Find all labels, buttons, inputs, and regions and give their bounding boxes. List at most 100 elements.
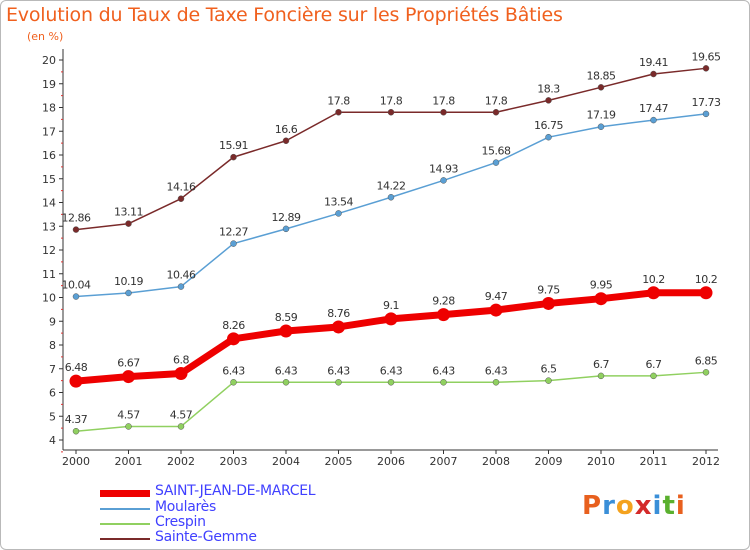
data-point [125,220,132,227]
x-tick-label: 2001 [115,455,143,468]
chart-subtitle: (en %) [27,30,64,43]
data-point [542,296,555,310]
data-label: 18.3 [537,82,560,95]
data-point [384,312,398,326]
data-label: 9.95 [590,279,613,292]
logo-letter: i [675,491,686,521]
data-point [282,225,290,233]
logo-letter: r [602,491,616,521]
x-tick-label: 2003 [220,455,248,468]
logo-letter: i [652,491,663,521]
data-point [387,109,395,116]
data-point [230,153,237,161]
x-tick-label: 2005 [325,455,353,468]
data-label: 16.6 [275,123,298,136]
data-point [335,109,342,116]
y-tick-label: 11 [42,268,56,281]
data-point [702,65,710,72]
data-point [335,210,342,217]
data-label: 14.22 [377,179,406,192]
data-point [597,84,605,91]
data-label: 6.7 [593,358,609,371]
data-label: 12.86 [62,212,91,225]
data-point [72,226,80,233]
y-tick-label: 5 [49,410,56,423]
data-label: 17.8 [380,94,403,107]
legend-label: Sainte-Gemme [155,529,257,545]
data-label: 9.1 [383,299,399,312]
x-tick-label: 2000 [62,455,90,468]
data-point [437,308,450,322]
proxiti-logo: Proxiti [582,491,686,521]
data-point [387,194,395,201]
data-label: 17.8 [327,94,350,107]
data-point [492,109,500,116]
data-point [122,370,135,384]
x-tick-label: 2012 [692,455,720,468]
data-label: 17.73 [692,96,721,109]
data-label: 15.68 [482,145,511,158]
data-point [72,427,80,435]
logo-letter: t [662,491,676,521]
data-point [440,177,447,184]
data-label: 4.37 [65,413,88,426]
data-label: 4.57 [170,408,193,421]
data-label: 6.85 [695,354,718,367]
legend-item: Sainte-Gemme [100,529,400,546]
data-label: 10.2 [695,273,718,286]
data-label: 6.5 [541,363,557,376]
data-point [335,379,342,386]
y-tick-label: 16 [42,149,56,162]
logo-letter: o [615,491,635,521]
legend-swatch [100,538,150,540]
data-point [545,377,552,384]
legend-label: Moularès [155,499,216,515]
data-point [597,123,605,130]
data-point [702,110,710,118]
data-point [650,372,657,380]
data-point [230,379,237,386]
legend-label: SAINT-JEAN-DE-MARCEL [155,483,316,499]
data-point [492,159,500,166]
x-tick-label: 2004 [272,455,300,468]
legend-label: Crespin [155,514,206,530]
data-label: 9.28 [432,295,455,308]
x-tick-label: 2010 [587,455,615,468]
data-label: 17.19 [587,109,616,122]
data-point [702,369,710,376]
legend-swatch [100,508,150,510]
y-tick-label: 8 [49,339,56,352]
y-tick-label: 4 [49,434,56,447]
data-point [492,379,500,386]
x-tick-label: 2007 [430,455,458,468]
data-label: 17.47 [639,102,668,115]
data-label: 8.76 [327,307,350,320]
data-label: 17.8 [432,94,455,107]
data-point [387,379,395,386]
data-label: 6.43 [275,364,298,377]
series-line [75,67,707,231]
data-point [174,367,188,380]
data-label: 6.7 [646,358,662,371]
line-chart: 4 5 6 7 8 9 10 11 12 13 14 15 16 17 18 19 20 2000 2001 2002… [42,49,721,468]
legend-item: Crespin [100,514,400,531]
x-tick-label: 2006 [377,455,405,468]
logo-letter: x [634,491,653,521]
legend-swatch [100,489,150,497]
data-point [650,116,657,124]
legend-item: SAINT-JEAN-DE-MARCEL [100,483,400,500]
data-label: 8.59 [275,311,298,324]
y-tick-label: 19 [42,78,56,91]
x-tick-label: 2011 [640,455,668,468]
logo-letter: P [582,491,603,521]
y-tick-label: 7 [49,363,56,376]
data-point [647,286,660,300]
data-label: 6.43 [327,364,350,377]
data-point [177,283,185,290]
data-label: 6.8 [173,354,189,367]
data-label: 6.43 [380,364,403,377]
y-tick-label: 18 [42,102,56,115]
chart-title: Evolution du Taux de Taxe Foncière sur l… [6,4,563,26]
data-point [489,303,503,317]
data-point [440,109,447,116]
